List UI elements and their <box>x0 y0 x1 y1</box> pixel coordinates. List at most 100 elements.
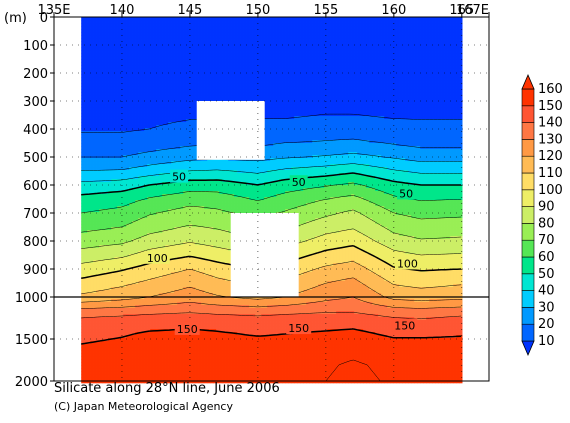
field-cell <box>192 104 196 108</box>
field-cell <box>318 59 322 63</box>
field-cell <box>129 20 133 24</box>
field-cell <box>333 89 337 93</box>
field-cell <box>396 68 400 72</box>
field-cell <box>150 83 154 87</box>
field-cell <box>354 74 358 78</box>
field-cell <box>81 125 85 129</box>
field-cell <box>258 26 262 30</box>
field-cell <box>147 83 151 87</box>
field-cell <box>123 128 127 132</box>
field-cell <box>447 68 451 72</box>
field-cell <box>99 92 103 96</box>
field-cell <box>84 62 88 66</box>
field-cell <box>435 44 439 48</box>
field-cell <box>111 32 115 36</box>
field-cell <box>168 65 172 69</box>
field-cell <box>264 50 268 54</box>
field-cell <box>183 56 187 60</box>
field-cell <box>405 110 409 114</box>
field-cell <box>111 134 115 138</box>
field-cell <box>378 89 382 93</box>
field-cell <box>321 89 325 93</box>
field-cell <box>402 104 406 108</box>
field-cell <box>168 113 172 117</box>
field-cell <box>225 47 229 51</box>
field-cell <box>156 68 160 72</box>
field-cell <box>168 71 172 75</box>
field-cell <box>105 53 109 57</box>
field-cell <box>240 95 244 99</box>
field-cell <box>213 44 217 48</box>
field-cell <box>300 107 304 111</box>
field-cell <box>198 62 202 66</box>
field-cell <box>285 65 289 69</box>
field-cell <box>264 131 268 135</box>
field-cell <box>396 32 400 36</box>
field-cell <box>189 119 193 123</box>
field-cell <box>81 80 85 84</box>
field-cell <box>237 38 241 42</box>
field-cell <box>426 83 430 87</box>
field-cell <box>246 32 250 36</box>
field-cell <box>249 68 253 72</box>
field-cell <box>165 107 169 111</box>
field-cell <box>159 119 163 123</box>
field-cell <box>240 44 244 48</box>
field-cell <box>309 131 313 135</box>
field-cell <box>402 110 406 114</box>
field-cell <box>441 128 445 132</box>
field-cell <box>192 38 196 42</box>
field-cell <box>102 23 106 27</box>
field-cell <box>204 35 208 39</box>
field-cell <box>165 41 169 45</box>
field-cell <box>105 101 109 105</box>
field-cell <box>189 65 193 69</box>
field-cell <box>174 68 178 72</box>
field-cell <box>132 47 136 51</box>
field-cell <box>309 107 313 111</box>
field-cell <box>330 50 334 54</box>
field-cell <box>198 35 202 39</box>
field-cell <box>435 83 439 87</box>
field-cell <box>117 86 121 90</box>
field-cell <box>438 62 442 66</box>
field-cell <box>93 104 97 108</box>
field-cell <box>141 125 145 129</box>
field-cell <box>402 95 406 99</box>
field-cell <box>411 113 415 117</box>
field-cell <box>204 32 208 36</box>
field-cell <box>312 86 316 90</box>
field-cell <box>264 95 268 99</box>
field-cell <box>177 38 181 42</box>
field-cell <box>309 65 313 69</box>
field-cell <box>354 95 358 99</box>
field-cell <box>81 47 85 51</box>
field-cell <box>393 23 397 27</box>
field-cell <box>420 92 424 96</box>
field-cell <box>204 29 208 33</box>
field-cell <box>285 122 289 126</box>
field-cell <box>165 122 169 126</box>
field-cell <box>159 59 163 63</box>
field-cell <box>270 83 274 87</box>
field-cell <box>348 98 352 102</box>
field-cell <box>261 35 265 39</box>
field-cell <box>228 80 232 84</box>
field-cell <box>294 122 298 126</box>
field-cell <box>414 32 418 36</box>
field-cell <box>456 23 460 27</box>
field-cell <box>384 47 388 51</box>
field-cell <box>291 41 295 45</box>
field-cell <box>423 32 427 36</box>
field-cell <box>150 110 154 114</box>
field-cell <box>255 83 259 87</box>
field-cell <box>186 104 190 108</box>
field-cell <box>159 71 163 75</box>
field-cell <box>147 119 151 123</box>
field-cell <box>261 53 265 57</box>
field-cell <box>354 122 358 126</box>
field-cell <box>399 56 403 60</box>
field-cell <box>264 41 268 45</box>
field-cell <box>447 65 451 69</box>
field-cell <box>450 59 454 63</box>
